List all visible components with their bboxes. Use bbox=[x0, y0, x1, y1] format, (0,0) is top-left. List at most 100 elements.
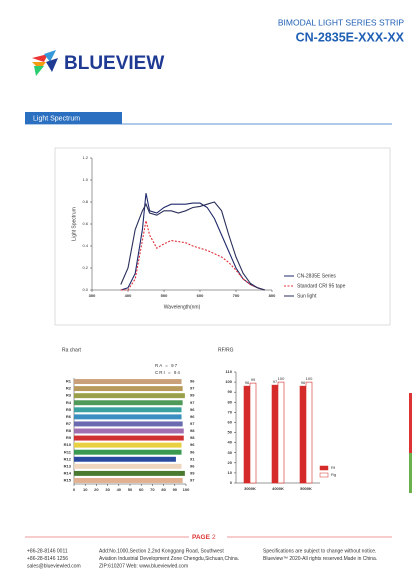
value-label: 99 bbox=[251, 377, 256, 382]
series-name: BIMODAL LIGHT SERIES STRIP bbox=[278, 17, 404, 27]
bar bbox=[74, 393, 185, 399]
x-tick-label: 500 bbox=[161, 293, 168, 298]
x-tick-label: 0 bbox=[73, 487, 76, 492]
row-label: R4 bbox=[66, 400, 72, 405]
y-tick-label: 1.0 bbox=[82, 177, 88, 182]
bar bbox=[249, 382, 257, 484]
x-tick-label: 60 bbox=[139, 487, 144, 492]
row-label: R2 bbox=[66, 386, 72, 391]
x-tick-label: 70 bbox=[150, 487, 155, 492]
row-label: R13 bbox=[64, 463, 72, 468]
y-tick-label: 0.6 bbox=[82, 221, 88, 226]
value-label: 96 bbox=[190, 379, 195, 384]
contact-line: +86-28-8146 0011 bbox=[27, 548, 68, 554]
y-tick-label: 90 bbox=[228, 389, 233, 394]
bar bbox=[74, 400, 183, 406]
section-bar bbox=[25, 112, 122, 124]
legend-swatch bbox=[319, 465, 329, 471]
bar bbox=[74, 449, 182, 455]
row-label: R11 bbox=[64, 449, 72, 454]
x-tick-label: 700 bbox=[233, 293, 240, 298]
contact-line: +86-28-8146 1256 bbox=[27, 556, 68, 562]
x-tick-label: 5000K bbox=[300, 486, 312, 491]
bar bbox=[74, 477, 183, 483]
page-number: 2 bbox=[212, 534, 216, 541]
value-label: 96 bbox=[245, 380, 250, 385]
y-tick-label: 10 bbox=[228, 470, 233, 475]
side-bar-red bbox=[409, 393, 412, 453]
bar bbox=[74, 407, 182, 413]
y-tick-label: 1.2 bbox=[82, 155, 88, 160]
y-tick-label: 80 bbox=[228, 399, 233, 404]
x-tick-label: 400 bbox=[125, 293, 132, 298]
y-tick-label: 100 bbox=[225, 379, 232, 384]
x-tick-label: 90 bbox=[173, 487, 178, 492]
legend-label: Rf bbox=[331, 465, 336, 470]
value-label: 97 bbox=[190, 421, 195, 426]
contact-line: sales@blueviewled.com bbox=[27, 563, 81, 569]
y-tick-label: 40 bbox=[228, 440, 233, 445]
value-label: 99 bbox=[190, 470, 195, 475]
annotation: CRI = 94 bbox=[155, 370, 181, 375]
x-tick-label: 30 bbox=[105, 487, 110, 492]
y-tick-label: 70 bbox=[228, 409, 233, 414]
value-label: 100 bbox=[306, 376, 313, 381]
value-label: 96 bbox=[190, 463, 195, 468]
bar bbox=[74, 456, 176, 462]
legend-label: Rg bbox=[331, 472, 336, 477]
bar bbox=[74, 414, 182, 420]
notice-line: Blueview™ 2020-All rights reserved.Made … bbox=[263, 556, 377, 562]
x-tick-label: 4000K bbox=[272, 486, 284, 491]
side-bar-green bbox=[409, 453, 412, 493]
bar bbox=[74, 435, 184, 441]
brand: BLUEVIEW bbox=[64, 53, 164, 74]
x-tick-label: 10 bbox=[83, 487, 88, 492]
row-label: R12 bbox=[64, 456, 72, 461]
y-tick-label: 50 bbox=[228, 430, 233, 435]
bar bbox=[74, 470, 185, 476]
x-tick-label: 600 bbox=[197, 293, 204, 298]
row-label: R15 bbox=[64, 478, 72, 483]
row-label: R1 bbox=[66, 379, 72, 384]
value-label: 96 bbox=[301, 380, 306, 385]
page-box bbox=[189, 532, 227, 542]
value-label: 96 bbox=[190, 449, 195, 454]
value-label: 98 bbox=[190, 428, 195, 433]
x-tick-label: 100 bbox=[183, 487, 190, 492]
bar bbox=[277, 381, 285, 484]
y-tick-label: 20 bbox=[228, 460, 233, 465]
y-tick-label: 60 bbox=[228, 420, 233, 425]
value-label: 97 bbox=[273, 379, 278, 384]
value-label: 97 bbox=[190, 400, 195, 405]
row-label: R10 bbox=[64, 442, 72, 447]
chart-frame bbox=[54, 147, 391, 326]
legend-label: Sun light bbox=[297, 293, 317, 299]
value-label: 100 bbox=[278, 376, 285, 381]
row-label: R3 bbox=[66, 393, 72, 398]
y-tick-label: 0.2 bbox=[82, 265, 88, 270]
value-label: 96 bbox=[190, 407, 195, 412]
y-tick-label: 0.8 bbox=[82, 199, 88, 204]
value-label: 98 bbox=[190, 435, 195, 440]
value-label: 96 bbox=[190, 442, 195, 447]
spectrum-line bbox=[120, 220, 265, 291]
x-tick-label: 40 bbox=[117, 487, 122, 492]
value-label: 96 bbox=[190, 414, 195, 419]
row-label: R6 bbox=[66, 414, 72, 419]
logo-icon bbox=[32, 50, 58, 76]
page-label: PAGE bbox=[192, 534, 211, 541]
bar bbox=[299, 385, 307, 484]
spectrum-line bbox=[120, 193, 265, 291]
row-label: R14 bbox=[64, 470, 72, 475]
y-tick-label: 110 bbox=[226, 369, 233, 374]
notice-line: Specifications are subject to change wit… bbox=[263, 548, 376, 554]
legend-swatch bbox=[319, 472, 329, 478]
address-line: ZIP:610207 Web: www.blueviewled.com bbox=[99, 563, 188, 569]
address-line: Aviation Industrial Development Zone Che… bbox=[99, 556, 239, 562]
annotation: RA = 97 bbox=[155, 363, 178, 368]
bar bbox=[74, 386, 183, 392]
row-label: R5 bbox=[66, 407, 72, 412]
value-label: 97 bbox=[190, 386, 195, 391]
value-label: 91 bbox=[190, 456, 195, 461]
bar bbox=[271, 384, 279, 484]
